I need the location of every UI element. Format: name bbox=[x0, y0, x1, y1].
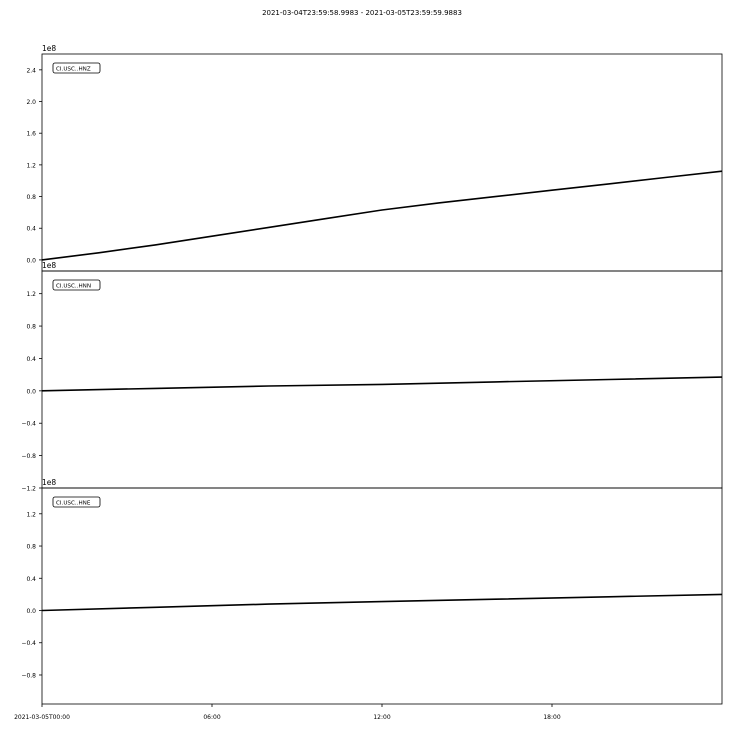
trace-label-text: CI.USC..HNE bbox=[56, 501, 91, 507]
panel-frame bbox=[41, 53, 723, 272]
y-tick-label: 0.0 bbox=[26, 388, 36, 395]
figure-title: 2021-03-04T23:59:58.9983 - 2021-03-05T23… bbox=[262, 9, 462, 17]
y-tick-label: −1.2 bbox=[21, 486, 36, 493]
trace-line bbox=[41, 376, 723, 392]
offset-text: 1e8 bbox=[42, 44, 56, 53]
y-tick-label: −0.8 bbox=[21, 672, 36, 679]
y-tick-label: 0.0 bbox=[26, 257, 36, 264]
offset-text: 1e8 bbox=[42, 478, 56, 487]
y-tick-label: 1.2 bbox=[26, 162, 36, 169]
y-tick-label: 0.8 bbox=[26, 544, 36, 551]
x-tick-label: 18:00 bbox=[543, 714, 560, 721]
y-tick-label: −0.8 bbox=[21, 453, 36, 460]
x-axis: 2021-03-05T00:00 06:00 12:00 18:00 bbox=[14, 704, 561, 721]
y-tick-label: 2.0 bbox=[26, 99, 36, 106]
y-tick-label: −0.4 bbox=[21, 640, 36, 647]
x-tick-label: 2021-03-05T00:00 bbox=[14, 714, 70, 721]
trace-label-box bbox=[52, 496, 101, 508]
y-tick-label: 0.0 bbox=[26, 608, 36, 615]
trace-label-box bbox=[52, 62, 101, 74]
trace-line bbox=[41, 170, 723, 261]
y-tick-label: 2.4 bbox=[26, 67, 36, 74]
y-tick-label: 1.2 bbox=[26, 511, 36, 518]
x-tick-label: 06:00 bbox=[203, 714, 220, 721]
offset-text: 1e8 bbox=[42, 261, 56, 270]
trace-label: CI.USC..HNZ bbox=[52, 62, 101, 74]
y-tick-label: 0.8 bbox=[26, 194, 36, 201]
panel-1: 0.0 0.4 0.8 1.2 1.6 2.0 2.4 1e8 CI.USC..HNZ bbox=[26, 44, 723, 272]
y-tick-label: 0.4 bbox=[26, 576, 36, 583]
trace-line bbox=[41, 593, 723, 612]
y-tick-label: −0.4 bbox=[21, 421, 36, 428]
panel-2: −1.2 −0.8 −0.4 0.0 0.4 0.8 1.2 1e8 CI.USC..HNN bbox=[21, 261, 723, 493]
y-tick-label: 1.2 bbox=[26, 291, 36, 298]
panel-3: −0.8 −0.4 0.0 0.4 0.8 1.2 1e8 CI.USC..HNE bbox=[21, 478, 723, 705]
trace-label-text: CI.USC..HNN bbox=[56, 284, 91, 290]
y-tick-label: 0.4 bbox=[26, 356, 36, 363]
trace-label-text: CI.USC..HNZ bbox=[56, 67, 91, 73]
y-tick-label: 0.4 bbox=[26, 226, 36, 233]
trace-label: CI.USC..HNN bbox=[52, 279, 101, 291]
x-tick-label: 12:00 bbox=[373, 714, 390, 721]
trace-label: CI.USC..HNE bbox=[52, 496, 101, 508]
y-tick-label: 1.6 bbox=[26, 131, 36, 138]
trace-label-box bbox=[52, 279, 101, 291]
y-tick-label: 0.8 bbox=[26, 324, 36, 331]
